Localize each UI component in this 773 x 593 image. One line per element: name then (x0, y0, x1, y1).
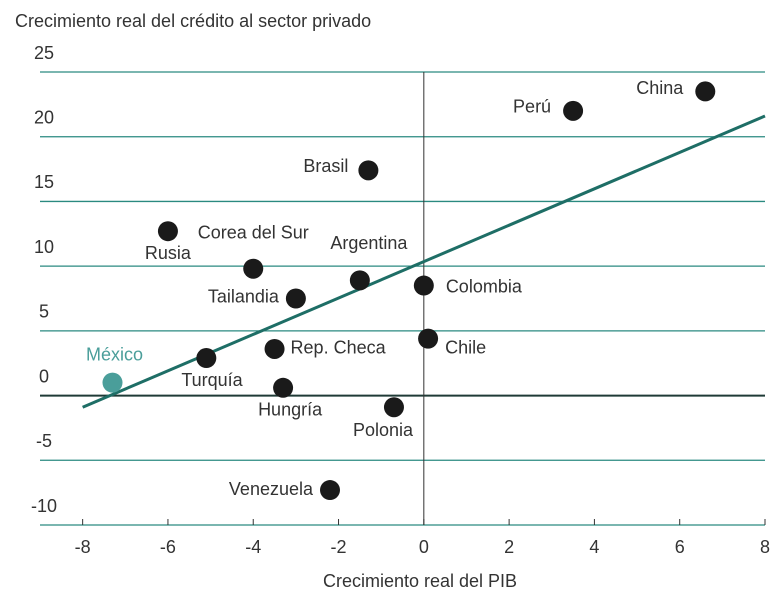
point-label: Tailandia (208, 286, 280, 306)
y-tick-label: 0 (39, 366, 49, 386)
point-label: Turquía (181, 370, 243, 390)
y-tick-label: 15 (34, 172, 54, 192)
y-tick-label: 25 (34, 43, 54, 63)
data-point (264, 338, 285, 359)
x-tick-label: 4 (589, 537, 599, 557)
point-label: Argentina (330, 233, 408, 253)
point-label: México (86, 344, 143, 364)
data-point (243, 258, 264, 279)
data-point (413, 275, 434, 296)
point-label: Polonia (353, 420, 414, 440)
data-point (418, 328, 439, 349)
point-label: Colombia (446, 276, 523, 296)
x-axis-label: Crecimiento real del PIB (323, 571, 517, 591)
y-tick-label: 10 (34, 237, 54, 257)
data-point (320, 480, 340, 501)
point-label: China (636, 78, 684, 98)
y-tick-label: -5 (36, 431, 52, 451)
data-point (285, 288, 306, 309)
point-label: Brasil (303, 156, 348, 176)
y-tick-label: -10 (31, 496, 57, 516)
y-tick-label: 5 (39, 302, 49, 322)
point-label: Hungría (258, 400, 323, 420)
data-point (358, 160, 379, 181)
data-point (273, 377, 294, 398)
x-tick-label: 0 (419, 537, 429, 557)
data-point (196, 348, 217, 369)
y-tick-label: 20 (34, 107, 54, 127)
x-tick-label: 8 (760, 537, 770, 557)
point-label: Rep. Checa (291, 338, 387, 358)
x-tick-label: 6 (675, 537, 685, 557)
x-tick-label: -2 (331, 537, 347, 557)
point-label: Venezuela (229, 479, 314, 499)
data-point (563, 100, 584, 121)
point-label: Corea del Sur (198, 222, 309, 242)
chart-title: Crecimiento real del crédito al sector p… (15, 11, 371, 31)
point-label: Chile (445, 337, 486, 357)
x-tick-label: -6 (160, 537, 176, 557)
data-point (349, 270, 370, 291)
x-tick-label: -4 (245, 537, 261, 557)
data-point (157, 221, 178, 242)
data-point (695, 81, 716, 102)
point-label: Perú (513, 97, 551, 117)
point-label: Rusia (145, 243, 192, 263)
data-point (102, 372, 123, 393)
x-tick-label: -8 (75, 537, 91, 557)
data-point (383, 397, 404, 418)
x-tick-label: 2 (504, 537, 514, 557)
